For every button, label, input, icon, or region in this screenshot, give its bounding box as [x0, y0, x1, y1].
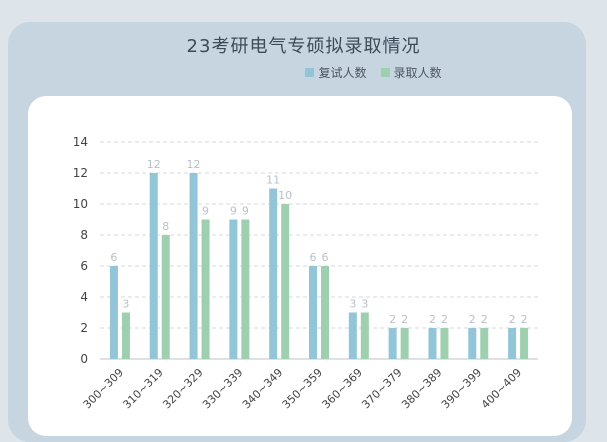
- x-tick-label: 340~349: [240, 366, 285, 411]
- y-tick-label: 14: [73, 135, 88, 149]
- data-label: 2: [481, 313, 488, 326]
- legend-label-retest: 复试人数: [318, 66, 367, 80]
- chart-legend: 复试人数 录取人数: [0, 64, 607, 81]
- data-label: 6: [310, 251, 317, 264]
- data-label: 12: [147, 158, 161, 171]
- x-tick-label: 380~389: [399, 366, 444, 411]
- y-tick-label: 6: [80, 259, 88, 273]
- x-tick-label: 320~329: [160, 366, 205, 411]
- data-label: 3: [122, 298, 129, 311]
- bar-retest[interactable]: [269, 188, 278, 360]
- chart-title: 23考研电气专硕拟录取情况: [186, 36, 421, 57]
- bar-admitted[interactable]: [520, 328, 529, 359]
- data-label: 2: [401, 313, 408, 326]
- data-label: 11: [266, 174, 280, 187]
- y-tick-label: 2: [80, 321, 88, 335]
- data-label: 9: [242, 205, 249, 218]
- x-tick-label: 400~409: [479, 366, 524, 411]
- y-tick-label: 8: [80, 228, 88, 242]
- legend-label-admitted: 录取人数: [393, 66, 442, 80]
- data-label: 6: [110, 251, 117, 264]
- data-label: 6: [322, 251, 329, 264]
- data-label: 3: [349, 298, 356, 311]
- data-label: 2: [429, 313, 436, 326]
- data-label: 2: [509, 313, 516, 326]
- x-tick-label: 360~369: [320, 366, 365, 411]
- bar-admitted[interactable]: [360, 312, 369, 360]
- x-tick-label: 390~399: [439, 366, 484, 411]
- data-label: 9: [202, 205, 209, 218]
- bar-admitted[interactable]: [321, 266, 329, 359]
- data-label: 2: [469, 313, 476, 326]
- bar-retest[interactable]: [468, 328, 477, 359]
- x-tick-label: 330~339: [200, 366, 245, 411]
- data-label: 3: [361, 298, 368, 311]
- bar-retest[interactable]: [309, 266, 317, 359]
- legend-item-admitted[interactable]: 录取人数: [380, 64, 442, 81]
- bar-admitted[interactable]: [161, 235, 170, 359]
- x-tick-label: 310~319: [120, 366, 165, 411]
- bar-admitted[interactable]: [241, 219, 250, 360]
- y-tick-label: 0: [80, 352, 88, 366]
- bar-admitted[interactable]: [121, 312, 130, 360]
- bar-retest[interactable]: [109, 266, 118, 359]
- x-tick-label: 370~379: [359, 366, 404, 411]
- data-label: 2: [441, 313, 448, 326]
- legend-item-retest[interactable]: 复试人数: [305, 64, 367, 81]
- data-label: 9: [230, 205, 237, 218]
- data-label: 12: [187, 158, 201, 171]
- x-tick-label: 300~309: [81, 366, 126, 411]
- bar-retest[interactable]: [348, 312, 357, 360]
- bar-admitted[interactable]: [281, 204, 290, 359]
- data-label: 8: [162, 220, 169, 233]
- data-label: 2: [521, 313, 528, 326]
- bar-admitted[interactable]: [201, 219, 210, 360]
- bar-admitted[interactable]: [440, 328, 449, 359]
- bar-retest[interactable]: [388, 328, 397, 359]
- y-tick-label: 4: [80, 290, 88, 304]
- bar-retest[interactable]: [508, 328, 517, 359]
- data-label: 2: [389, 313, 396, 326]
- bar-retest[interactable]: [149, 173, 158, 359]
- bar-admitted[interactable]: [400, 328, 409, 359]
- legend-swatch-retest: [305, 68, 315, 77]
- x-tick-label: 350~359: [280, 366, 325, 411]
- legend-swatch-admitted: [380, 68, 390, 77]
- y-tick-label: 12: [73, 166, 88, 180]
- bar-retest[interactable]: [229, 219, 238, 360]
- bar-admitted[interactable]: [480, 328, 489, 359]
- y-tick-label: 10: [73, 197, 88, 211]
- bar-retest[interactable]: [428, 328, 437, 359]
- bar-chart-plot: 0 2 4 6 8 10 12 14 6 3 300~309 12 8 310~319 12 9 320~329…: [73, 135, 538, 411]
- bar-retest[interactable]: [189, 173, 198, 359]
- data-label: 10: [278, 189, 292, 202]
